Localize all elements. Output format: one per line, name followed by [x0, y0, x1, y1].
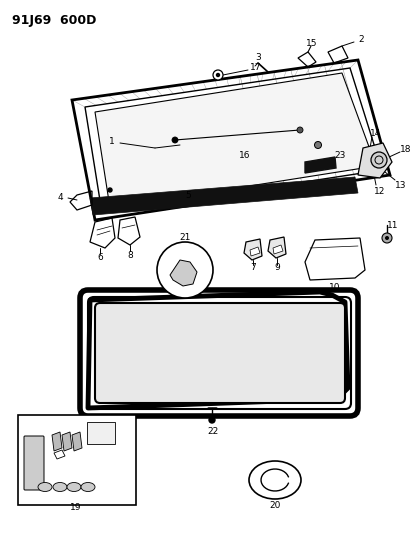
Text: 18: 18: [399, 146, 411, 155]
Text: 19: 19: [70, 503, 81, 512]
Polygon shape: [72, 432, 82, 451]
Text: 17: 17: [249, 63, 261, 72]
Circle shape: [314, 141, 321, 149]
Circle shape: [370, 152, 386, 168]
Circle shape: [209, 417, 214, 423]
Text: 13: 13: [394, 181, 406, 190]
Polygon shape: [95, 73, 375, 208]
Circle shape: [157, 242, 212, 298]
Ellipse shape: [67, 482, 81, 491]
Circle shape: [296, 127, 302, 133]
FancyBboxPatch shape: [18, 415, 136, 505]
Text: 6: 6: [97, 254, 102, 262]
Polygon shape: [62, 432, 72, 451]
Text: 22: 22: [207, 427, 218, 437]
FancyBboxPatch shape: [24, 436, 44, 490]
Polygon shape: [170, 260, 197, 286]
Polygon shape: [357, 143, 391, 178]
FancyBboxPatch shape: [87, 422, 115, 444]
Polygon shape: [52, 432, 62, 451]
Text: 4: 4: [57, 192, 63, 201]
Circle shape: [381, 233, 391, 243]
Polygon shape: [272, 245, 282, 254]
Circle shape: [212, 70, 223, 80]
Polygon shape: [90, 177, 357, 215]
Text: 20: 20: [269, 502, 280, 511]
Text: 23: 23: [334, 150, 345, 159]
Text: 10: 10: [328, 282, 340, 292]
Text: 16: 16: [239, 150, 250, 159]
Circle shape: [108, 188, 112, 192]
FancyBboxPatch shape: [95, 303, 344, 403]
Text: 14: 14: [369, 128, 381, 138]
Text: 91J69  600D: 91J69 600D: [12, 14, 96, 27]
Circle shape: [216, 74, 219, 77]
Text: 5: 5: [185, 191, 190, 200]
Text: 8: 8: [127, 251, 133, 260]
Text: 15: 15: [306, 39, 317, 49]
Text: 3: 3: [254, 52, 260, 61]
Polygon shape: [304, 157, 335, 173]
Polygon shape: [267, 237, 285, 258]
Ellipse shape: [81, 482, 95, 491]
Circle shape: [171, 137, 178, 143]
Text: 21: 21: [179, 233, 190, 243]
Text: 9: 9: [273, 263, 279, 272]
Text: 12: 12: [373, 187, 385, 196]
Text: 2: 2: [357, 36, 363, 44]
Circle shape: [384, 236, 388, 240]
Ellipse shape: [53, 482, 67, 491]
Text: 11: 11: [386, 221, 398, 230]
Text: 7: 7: [249, 263, 255, 272]
Ellipse shape: [248, 461, 300, 499]
Polygon shape: [243, 239, 261, 260]
Polygon shape: [249, 247, 259, 256]
Text: 1: 1: [109, 138, 114, 147]
Ellipse shape: [38, 482, 52, 491]
